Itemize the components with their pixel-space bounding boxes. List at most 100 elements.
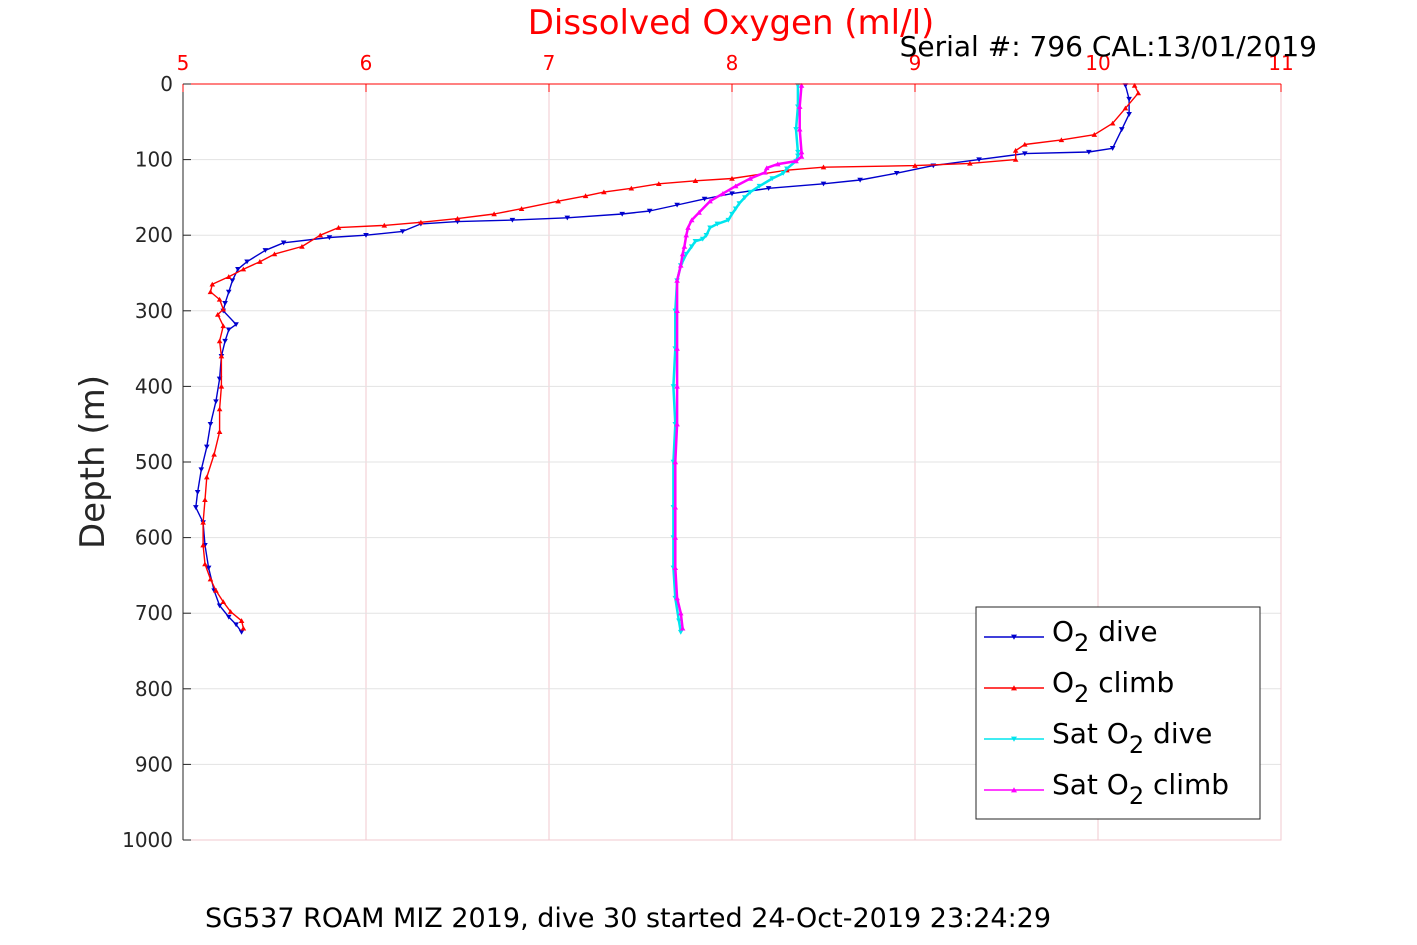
chart-title: Dissolved Oxygen (ml/l) <box>528 3 935 43</box>
data-point <box>798 149 805 155</box>
data-point <box>756 183 763 189</box>
y-tick-label: 500 <box>135 450 173 474</box>
data-point <box>763 165 770 171</box>
data-point <box>1135 90 1142 96</box>
data-point <box>656 181 662 186</box>
data-point <box>225 614 232 620</box>
series-sat-o2-dive <box>670 83 801 635</box>
data-point <box>233 622 239 628</box>
data-point <box>299 243 305 249</box>
data-point <box>555 198 561 204</box>
y-tick-label: 800 <box>135 677 173 701</box>
legend-label: Sat O2 climb <box>1052 768 1229 810</box>
data-point <box>582 193 589 199</box>
legend-label-main: O <box>1052 615 1074 648</box>
data-point <box>1122 83 1129 89</box>
data-point <box>732 206 739 212</box>
data-point <box>725 217 732 223</box>
data-point <box>257 259 263 264</box>
data-point <box>1109 146 1116 151</box>
y-tick-label: 300 <box>135 299 173 323</box>
data-point <box>1012 157 1019 162</box>
x-tick-labels: 5 6 7 8 9 10 11 <box>177 51 1294 92</box>
data-point <box>679 625 686 631</box>
data-point <box>1131 82 1138 88</box>
y-tick-label: 100 <box>135 148 173 172</box>
data-point <box>688 217 695 223</box>
data-point <box>798 153 805 159</box>
data-point <box>672 535 679 540</box>
data-point <box>194 490 201 495</box>
data-point <box>220 306 227 312</box>
data-point <box>1022 151 1028 157</box>
data-point <box>793 127 799 132</box>
x-tick-label: 8 <box>726 51 739 75</box>
data-point <box>203 444 210 450</box>
data-point <box>729 191 735 197</box>
data-point <box>670 384 677 389</box>
y-tick-labels: 0 100 200 300 400 500 600 700 800 900 1000 <box>122 72 191 852</box>
data-point <box>222 338 228 344</box>
data-point <box>222 301 228 306</box>
x-tick-label: 5 <box>177 51 190 75</box>
legend-label-subscript: 2 <box>1129 782 1144 810</box>
y-tick-label: 900 <box>135 752 173 776</box>
data-point <box>271 251 278 257</box>
data-point <box>742 195 748 200</box>
data-point <box>564 215 571 221</box>
data-point <box>720 191 726 196</box>
data-point <box>1086 149 1092 155</box>
data-point <box>1109 120 1116 126</box>
legend-entry-sat-o2-climb: Sat O2 climb <box>984 768 1229 810</box>
chart-subtitle: Serial #: 796 CAL:13/01/2019 <box>900 30 1317 63</box>
data-point <box>795 149 801 155</box>
data-point <box>619 211 625 217</box>
data-point <box>211 451 217 457</box>
data-point <box>207 576 214 582</box>
data-point <box>683 232 690 238</box>
data-point <box>317 232 324 238</box>
data-point <box>685 225 691 230</box>
data-point <box>674 277 680 283</box>
data-point <box>784 166 790 172</box>
data-point <box>1012 147 1019 153</box>
data-point <box>793 158 799 164</box>
legend-label-subscript: 2 <box>1074 629 1089 657</box>
data-point <box>747 189 754 195</box>
y-tick-label: 700 <box>135 601 173 625</box>
y-tick-label: 600 <box>135 526 173 550</box>
data-point <box>454 215 461 221</box>
data-point <box>220 599 227 605</box>
data-point <box>679 251 686 257</box>
data-point <box>674 346 680 351</box>
data-point <box>227 609 234 614</box>
data-point <box>646 208 653 214</box>
data-point <box>216 429 223 434</box>
legend-label: O2 climb <box>1052 666 1174 708</box>
data-point <box>628 185 635 191</box>
data-point <box>262 248 269 253</box>
y-tick-label: 200 <box>135 223 173 247</box>
data-point <box>518 206 525 211</box>
data-point <box>795 83 801 89</box>
data-point <box>205 565 212 571</box>
data-point <box>732 183 739 189</box>
y-tick-label: 400 <box>135 374 173 398</box>
data-point <box>729 175 735 181</box>
series-line <box>195 85 1130 633</box>
series-line <box>674 85 803 629</box>
data-point <box>216 406 223 412</box>
data-point <box>769 176 776 182</box>
x-tick-label: 6 <box>360 51 373 75</box>
data-point <box>674 202 680 208</box>
chart-caption: SG537 ROAM MIZ 2019, dive 30 started 24-… <box>205 903 1051 934</box>
data-point <box>696 209 702 215</box>
data-point <box>203 474 210 480</box>
data-point <box>1058 137 1065 143</box>
legend-label-suffix: climb <box>1144 768 1229 801</box>
data-point <box>774 161 781 167</box>
data-point <box>238 618 245 623</box>
data-point <box>1126 112 1132 117</box>
data-point <box>707 225 713 231</box>
data-point <box>747 175 754 181</box>
